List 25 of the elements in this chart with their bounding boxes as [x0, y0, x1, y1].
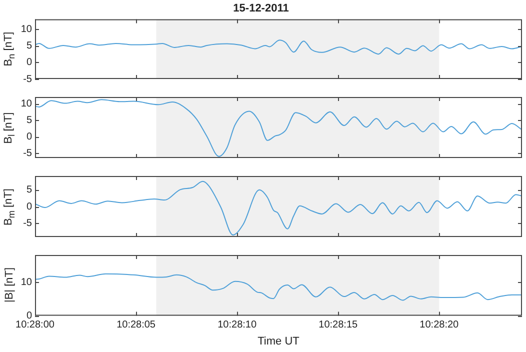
- y-tick-label: 5: [26, 114, 32, 126]
- line-series: [35, 99, 522, 157]
- x-tick-label: 10:28:20: [420, 320, 460, 331]
- y-tick-label: -5: [23, 74, 32, 85]
- y-tick-label: 0: [26, 201, 32, 212]
- line-series: [35, 40, 522, 55]
- y-tick-label: 10: [20, 24, 32, 35]
- line-series: [35, 180, 522, 236]
- x-tick-label: 10:28:15: [318, 320, 358, 331]
- y-tick-label: -5: [23, 148, 32, 160]
- y-tick-label: 0: [26, 57, 32, 68]
- y-axis-title: |B| [nT]: [4, 268, 16, 303]
- y-tick-label: 5: [26, 40, 32, 52]
- y-tick-label: 0: [26, 310, 32, 322]
- x-tick-label: 10:28:10: [218, 320, 257, 331]
- y-tick-label: 10: [20, 98, 32, 110]
- x-tick-label: 10:28:00: [16, 320, 55, 331]
- x-axis-title: Time UT: [258, 335, 300, 348]
- y-tick-label: 5: [26, 184, 32, 196]
- y-tick-label: 0: [26, 132, 32, 143]
- chart-title: 15-12-2011: [233, 2, 289, 15]
- y-tick-label: 10: [20, 276, 32, 288]
- x-tick-label: 10:28:05: [116, 320, 156, 331]
- line-series: [35, 273, 522, 301]
- y-tick-label: -5: [23, 218, 32, 230]
